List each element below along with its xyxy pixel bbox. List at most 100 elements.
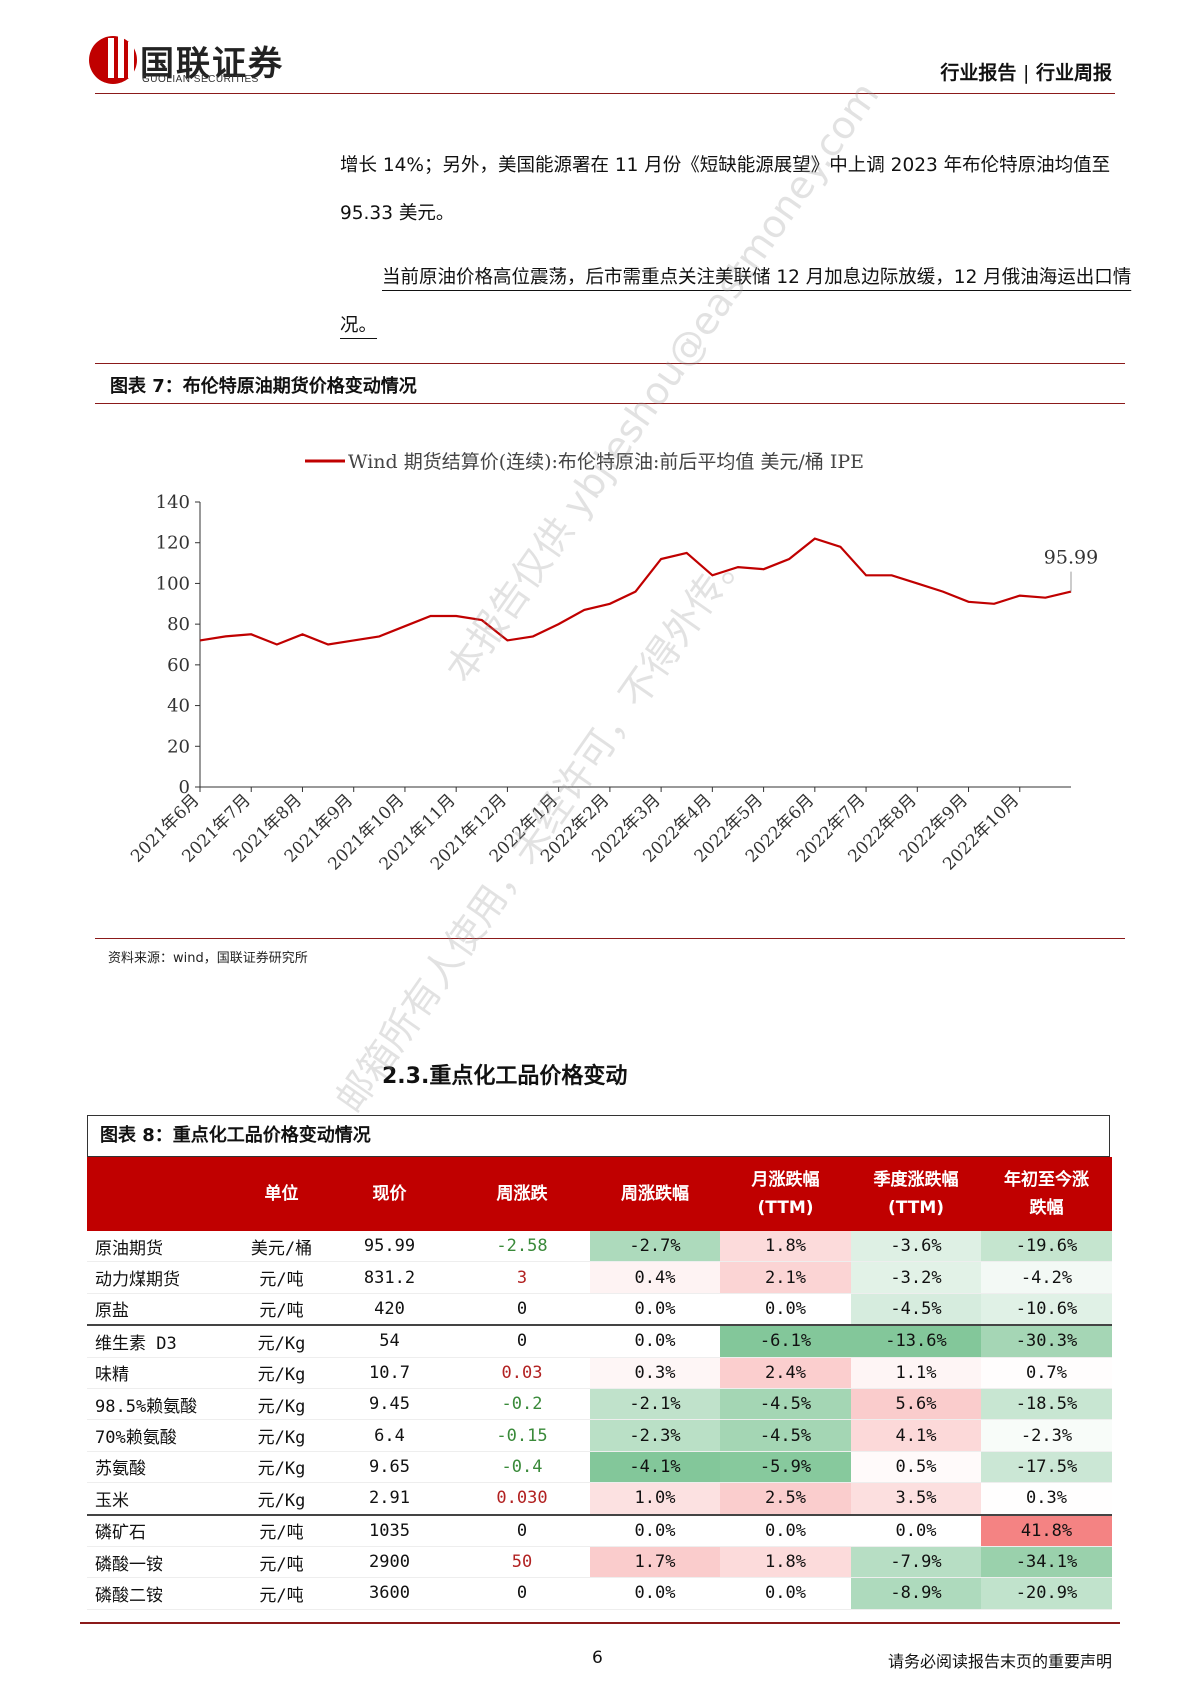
table-cell: 0 [454,1293,590,1326]
table-row: 味精 元/Kg 10.7 0.03 0.3% 2.4% 1.1% 0.7% [87,1357,1112,1389]
table-cell: 元/Kg [238,1451,325,1484]
y-tick-label: 140 [156,492,190,513]
table-cell: 0.030 [454,1482,590,1516]
table-row: 磷矿石 元/吨 1035 0 0.0% 0.0% 0.0% 41.8% [87,1513,1112,1547]
report-type-main: 行业报告 [940,62,1017,84]
underlined-text: 当前原油价格高位震荡，后市需重点关注美联储 12 月加息边际放缓，12 月俄油海… [340,267,1132,336]
table-cell: 维生素 D3 [87,1324,238,1358]
table-cell: 2.5% [720,1482,851,1516]
table-row: 玉米 元/Kg 2.91 0.030 1.0% 2.5% 3.5% 0.3% [87,1482,1112,1516]
table-cell: 0.0% [851,1513,981,1547]
table-cell: 2.1% [720,1261,851,1294]
table-cell: 原油期货 [87,1231,238,1263]
table-cell: 98.5%赖氨酸 [87,1388,238,1421]
table-cell: -10.6% [981,1293,1112,1326]
table-cell: 元/吨 [238,1513,325,1547]
table-cell: -18.5% [981,1388,1112,1421]
table-cell: -13.6% [851,1324,981,1358]
table-cell: 420 [325,1293,454,1326]
report-type: 行业报告 | 行业周报 [940,62,1112,84]
table-cell: 0.5% [851,1451,981,1484]
y-tick-label: 20 [167,736,190,757]
table-cell: 磷矿石 [87,1513,238,1547]
table-cell: 1035 [325,1513,454,1547]
header-cell: 周涨跌幅 [590,1157,720,1231]
table-cell: 元/Kg [238,1419,325,1452]
table-cell: 831.2 [325,1261,454,1294]
chart: 0204060801001201402021年6月2021年7月2021年8月2… [127,451,1098,874]
header-cell: 季度涨跌幅 (TTM) [851,1157,981,1231]
table-cell: 0.0% [720,1513,851,1547]
table-cell: 元/吨 [238,1577,325,1610]
y-tick-label: 100 [156,573,190,594]
header-cell [87,1157,238,1231]
table-cell: -2.1% [590,1388,720,1421]
header-cell: 单位 [238,1157,325,1231]
table-cell: 0.4% [590,1261,720,1294]
header-cell: 现价 [325,1157,454,1231]
table-cell: 味精 [87,1357,238,1389]
table-cell: 10.7 [325,1357,454,1389]
table-row: 70%赖氨酸 元/Kg 6.4 -0.15 -2.3% -4.5% 4.1% -2.3% [87,1419,1112,1452]
table-cell: 苏氨酸 [87,1451,238,1484]
price-table: 单位 现价 周涨跌 周涨跌幅 月涨跌幅 (TTM) 季度涨跌幅 (TTM) 年初至今涨 跌幅… [87,1157,1112,1610]
table-cell: 美元/桶 [238,1231,325,1263]
table-cell: -2.3% [981,1419,1112,1452]
table-cell: 原盐 [87,1293,238,1326]
y-tick-label: 60 [167,655,190,676]
table-cell: -7.9% [851,1546,981,1579]
table-cell: 95.99 [325,1231,454,1263]
table-cell: 0.7% [981,1357,1112,1389]
table-cell: -0.4 [454,1451,590,1484]
y-tick-label: 80 [167,614,190,635]
table-cell: 0.3% [981,1482,1112,1516]
paragraph: 当前原油价格高位震荡，后市需重点关注美联储 12 月加息边际放缓，12 月俄油海… [340,254,1156,350]
table-cell: 0.3% [590,1357,720,1389]
figure-title: 图表 7：布伦特原油期货价格变动情况 [110,376,417,397]
table-cell: 5.6% [851,1388,981,1421]
y-tick-label: 0 [179,777,190,798]
table-cell: -4.5% [720,1419,851,1452]
table-row: 动力煤期货 元/吨 831.2 3 0.4% 2.1% -3.2% -4.2% [87,1261,1112,1294]
table-cell: -0.15 [454,1419,590,1452]
table-cell: 4.1% [851,1419,981,1452]
table-cell: 3.5% [851,1482,981,1516]
header-cell: 周涨跌 [454,1157,590,1231]
table-cell: -3.2% [851,1261,981,1294]
table-cell: 54 [325,1324,454,1358]
table-cell: 元/Kg [238,1324,325,1358]
table-cell: 1.8% [720,1546,851,1579]
table-row: 磷酸一铵 元/吨 2900 50 1.7% 1.8% -7.9% -34.1% [87,1546,1112,1579]
table-cell: -0.2 [454,1388,590,1421]
table-row: 原盐 元/吨 420 0 0.0% 0.0% -4.5% -10.6% [87,1293,1112,1326]
table-cell: -6.1% [720,1324,851,1358]
header-cell: 月涨跌幅 (TTM) [720,1157,851,1231]
logo-subtext: GUOLIAN SECURITIES [142,74,259,85]
table-cell: 0 [454,1513,590,1547]
table-cell: 元/吨 [238,1293,325,1326]
section-heading: 2.3.重点化工品价格变动 [382,1064,628,1089]
table-row: 苏氨酸 元/Kg 9.65 -0.4 -4.1% -5.9% 0.5% -17.5% [87,1451,1112,1484]
y-tick-label: 40 [167,696,190,717]
table-cell: -2.7% [590,1231,720,1263]
table-row: 原油期货 美元/桶 95.99 -2.58 -2.7% 1.8% -3.6% -19.6% [87,1231,1112,1263]
table-cell: -5.9% [720,1451,851,1484]
table-cell: -20.9% [981,1577,1112,1610]
table-row: 98.5%赖氨酸 元/Kg 9.45 -0.2 -2.1% -4.5% 5.6% -18.5% [87,1388,1112,1421]
table-cell: -3.6% [851,1231,981,1263]
table-cell: 41.8% [981,1513,1112,1547]
table-cell: 2900 [325,1546,454,1579]
table-cell: 1.1% [851,1357,981,1389]
table-cell: 元/吨 [238,1261,325,1294]
footer-rule [80,1622,1120,1624]
figure-rule [95,938,1125,939]
table-cell: 0 [454,1577,590,1610]
table-cell: -4.2% [981,1261,1112,1294]
table-cell: 2.91 [325,1482,454,1516]
paragraph: 增长 14%；另外，美国能源署在 11 月份《短缺能源展望》中上调 2023 年… [340,155,1111,224]
figure-rule [95,363,1125,364]
report-type-sub: 行业周报 [1035,62,1112,84]
figure-rule [95,403,1125,404]
table-cell: -19.6% [981,1231,1112,1263]
table-cell: 元/吨 [238,1546,325,1579]
